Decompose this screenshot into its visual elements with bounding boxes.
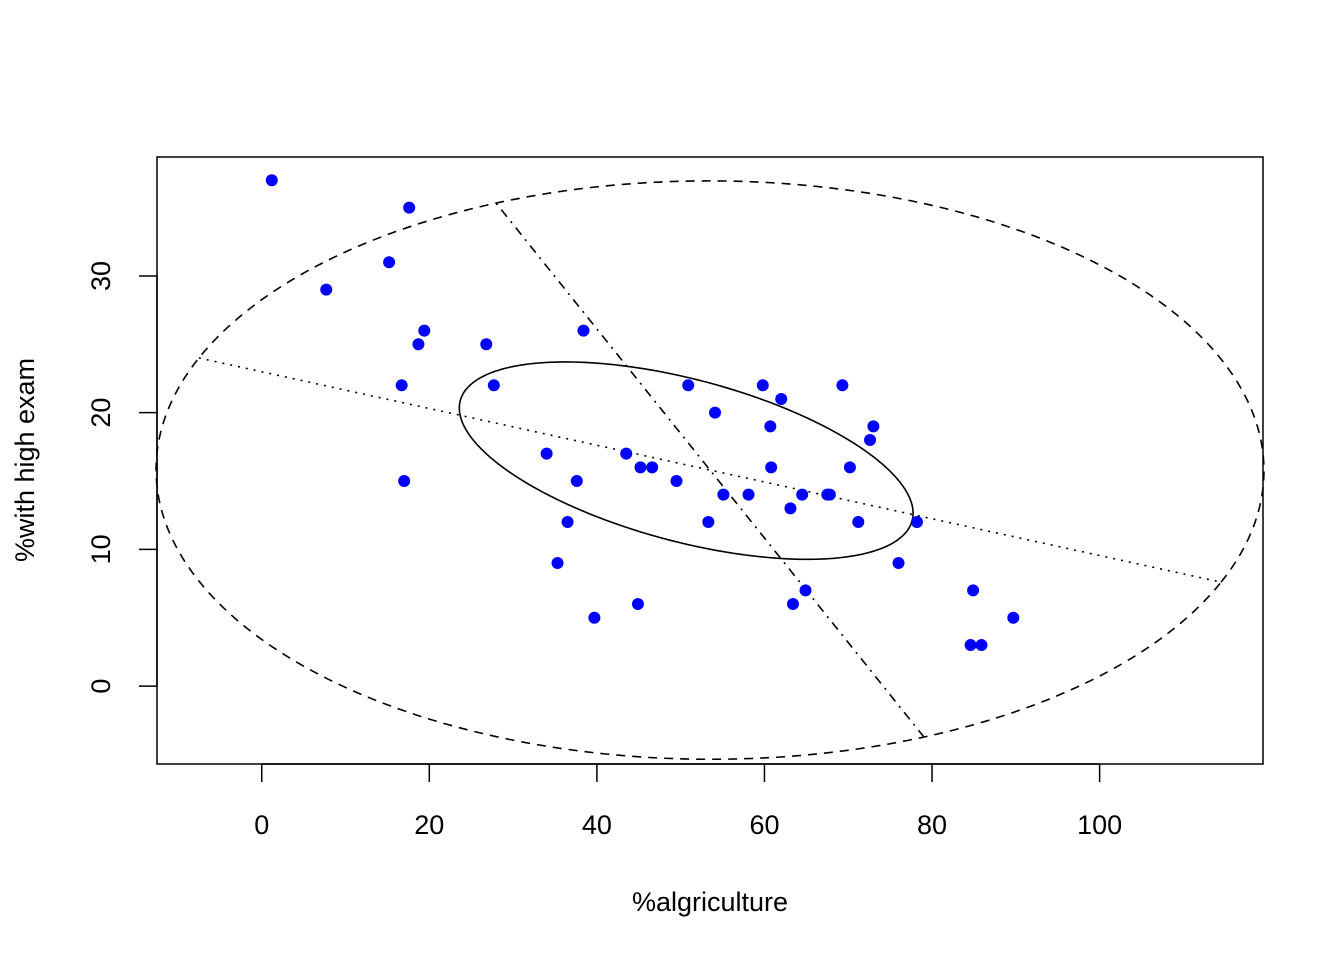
- dotdash-axis-line: [495, 202, 925, 738]
- data-point: [551, 557, 564, 570]
- data-point: [265, 174, 278, 187]
- data-point: [717, 488, 730, 501]
- x-tick-label: 80: [917, 810, 947, 840]
- data-point: [418, 324, 431, 337]
- data-point: [561, 516, 574, 529]
- data-point: [1007, 611, 1020, 624]
- data-point: [412, 338, 425, 351]
- data-point: [588, 611, 601, 624]
- data-point: [764, 420, 777, 433]
- data-point: [765, 461, 778, 474]
- data-point: [631, 598, 644, 611]
- data-point: [892, 557, 905, 570]
- plot-frame: [156, 156, 1264, 765]
- data-point: [796, 488, 809, 501]
- data-point: [742, 488, 755, 501]
- x-axis: 0 20 40 60 80 100: [254, 763, 1122, 840]
- point-layer: [265, 174, 1020, 652]
- data-point: [823, 488, 836, 501]
- y-tick-label: 0: [86, 679, 116, 694]
- data-point: [480, 338, 493, 351]
- data-point: [910, 516, 923, 529]
- data-point: [620, 447, 633, 460]
- y-axis: 0 10 20 30: [86, 261, 158, 694]
- x-tick-label: 40: [582, 810, 612, 840]
- data-point: [786, 598, 799, 611]
- data-point: [577, 324, 590, 337]
- y-axis-title: %with high exam: [10, 358, 40, 562]
- data-point: [709, 406, 722, 419]
- x-tick-label: 20: [414, 810, 444, 840]
- data-point: [702, 516, 715, 529]
- data-point: [487, 379, 500, 392]
- data-point: [775, 392, 788, 405]
- data-point: [682, 379, 695, 392]
- data-point: [670, 475, 683, 488]
- dashed-ellipse: [155, 180, 1265, 761]
- y-tick-label: 20: [86, 398, 116, 428]
- data-point: [967, 584, 980, 597]
- x-tick-label: 60: [749, 810, 779, 840]
- data-point: [540, 447, 553, 460]
- y-tick-label: 10: [86, 534, 116, 564]
- overlay-layer: [155, 180, 1265, 761]
- data-point: [646, 461, 659, 474]
- data-point: [867, 420, 880, 433]
- x-tick-label: 100: [1077, 810, 1122, 840]
- data-point: [864, 433, 877, 446]
- solid-ellipse: [458, 361, 914, 561]
- x-tick-label: 0: [254, 810, 269, 840]
- data-point: [634, 461, 647, 474]
- data-point: [756, 379, 769, 392]
- data-point: [320, 283, 333, 296]
- data-point: [784, 502, 797, 515]
- data-point: [799, 584, 812, 597]
- data-point: [383, 256, 396, 269]
- data-point: [395, 379, 408, 392]
- data-point: [570, 475, 583, 488]
- x-axis-title: %algriculture: [632, 887, 788, 917]
- data-point: [964, 639, 977, 652]
- data-point: [975, 639, 988, 652]
- data-point: [403, 201, 416, 214]
- data-point: [843, 461, 856, 474]
- data-point: [836, 379, 849, 392]
- data-point: [398, 475, 411, 488]
- y-tick-label: 30: [86, 261, 116, 291]
- dotted-axis-line: [198, 357, 1222, 583]
- data-point: [852, 516, 865, 529]
